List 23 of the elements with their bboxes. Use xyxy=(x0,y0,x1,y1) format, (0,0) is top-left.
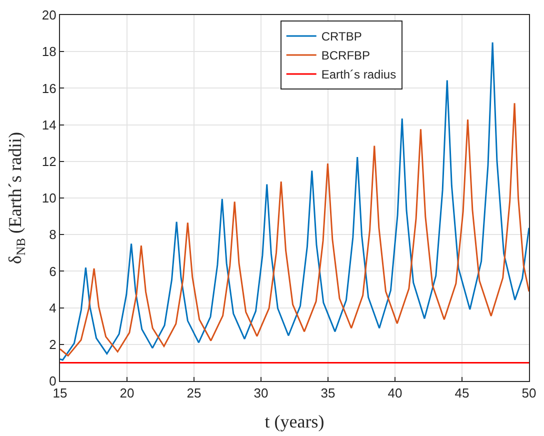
x-tick-label: 35 xyxy=(320,386,336,401)
line-series xyxy=(60,102,529,356)
x-tick-label: 40 xyxy=(388,386,402,401)
x-tick-label: 20 xyxy=(120,386,134,401)
x-tick-label: 30 xyxy=(254,386,268,401)
legend-label: Earth´s radius xyxy=(321,68,396,82)
y-tick-label: 6 xyxy=(49,264,56,279)
legend-label: BCRFBP xyxy=(321,48,370,63)
legend-label: CRTBP xyxy=(321,30,362,44)
x-tick-label: 25 xyxy=(186,386,202,401)
y-tick-label: 8 xyxy=(49,227,56,242)
y-tick-label: 2 xyxy=(49,336,56,352)
x-tick-label: 50 xyxy=(522,386,536,401)
y-tick-label: 4 xyxy=(49,300,56,316)
y-tick-label: 10 xyxy=(42,190,56,206)
line-series xyxy=(60,42,529,361)
y-tick-label: 18 xyxy=(42,44,56,60)
x-tick-label: 45 xyxy=(454,386,470,401)
y-tick-label: 14 xyxy=(42,117,56,132)
y-tick-label: 16 xyxy=(42,80,56,96)
x-axis-title: t (years) xyxy=(264,412,324,432)
y-tick-label: 12 xyxy=(42,154,56,169)
y-tick-label: 20 xyxy=(42,8,56,23)
